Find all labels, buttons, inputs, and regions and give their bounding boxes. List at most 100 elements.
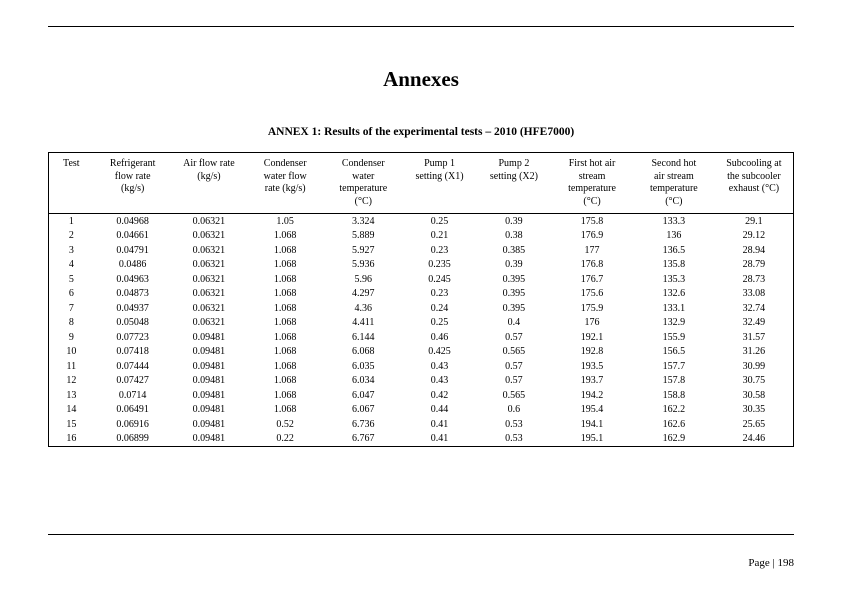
table-cell: 0.565 [477,388,551,403]
table-cell: 0.06321 [172,272,246,287]
table-cell: 135.3 [633,272,715,287]
table-cell: 32.49 [715,316,793,331]
table-cell: 0.44 [402,403,476,418]
top-rule [48,26,794,27]
table-cell: 1.068 [246,388,324,403]
table-cell: 28.79 [715,258,793,273]
table-cell: 0.22 [246,432,324,447]
table-cell: 155.9 [633,330,715,345]
table-cell: 31.26 [715,345,793,360]
table-cell: 133.1 [633,301,715,316]
table-cell: 6.035 [324,359,402,374]
table-cell: 30.99 [715,359,793,374]
table-row: 100.074180.094811.0686.0680.4250.565192.… [49,345,793,360]
table-cell: 193.5 [551,359,633,374]
table-cell: 0.04791 [94,243,172,258]
table-row: 150.069160.094810.526.7360.410.53194.116… [49,417,793,432]
table-cell: 0.05048 [94,316,172,331]
column-header: Condenserwatertemperature(°C) [324,153,402,214]
table-cell: 0.23 [402,287,476,302]
table-cell: 0.06321 [172,258,246,273]
table-cell: 9 [49,330,94,345]
table-cell: 0.395 [477,287,551,302]
table-cell: 175.9 [551,301,633,316]
table-cell: 1.068 [246,287,324,302]
table-cell: 0.4 [477,316,551,331]
table-cell: 0.41 [402,432,476,447]
table-cell: 10 [49,345,94,360]
table-row: 160.068990.094810.226.7670.410.53195.116… [49,432,793,447]
table-cell: 4 [49,258,94,273]
table-row: 50.049630.063211.0685.960.2450.395176.71… [49,272,793,287]
table-cell: 0.09481 [172,432,246,447]
column-header: Condenserwater flowrate (kg/s) [246,153,324,214]
table-cell: 12 [49,374,94,389]
table-cell: 14 [49,403,94,418]
table-cell: 0.06491 [94,403,172,418]
table-cell: 0.09481 [172,403,246,418]
table-cell: 0.09481 [172,330,246,345]
table-cell: 176.8 [551,258,633,273]
table-cell: 6.736 [324,417,402,432]
table-cell: 0.06321 [172,316,246,331]
table-cell: 132.9 [633,316,715,331]
table-cell: 13 [49,388,94,403]
table-cell: 1.068 [246,345,324,360]
bottom-rule [48,534,794,535]
table-cell: 0.07444 [94,359,172,374]
table-cell: 0.09481 [172,388,246,403]
table-cell: 0.395 [477,301,551,316]
table-cell: 175.8 [551,214,633,229]
table-cell: 6.034 [324,374,402,389]
table-cell: 28.94 [715,243,793,258]
table-row: 40.04860.063211.0685.9360.2350.39176.813… [49,258,793,273]
table-cell: 29.1 [715,214,793,229]
table-cell: 1.068 [246,316,324,331]
page-footer: Page | 198 [748,557,794,569]
table-cell: 28.73 [715,272,793,287]
table-cell: 0.0714 [94,388,172,403]
table-row: 80.050480.063211.0684.4110.250.4176132.9… [49,316,793,331]
table-cell: 136.5 [633,243,715,258]
table-cell: 0.25 [402,214,476,229]
table-cell: 24.46 [715,432,793,447]
table-cell: 1.068 [246,258,324,273]
table-cell: 162.6 [633,417,715,432]
table-cell: 0.06321 [172,287,246,302]
table-cell: 195.4 [551,403,633,418]
table-row: 10.049680.063211.053.3240.250.39175.8133… [49,214,793,229]
table-cell: 1.068 [246,272,324,287]
table-cell: 0.43 [402,374,476,389]
table-cell: 0.06321 [172,214,246,229]
table-cell: 7 [49,301,94,316]
table-row: 140.064910.094811.0686.0670.440.6195.416… [49,403,793,418]
table-cell: 0.23 [402,243,476,258]
table-cell: 133.3 [633,214,715,229]
table-cell: 0.0486 [94,258,172,273]
table-cell: 0.565 [477,345,551,360]
table-cell: 0.25 [402,316,476,331]
table-cell: 0.04963 [94,272,172,287]
table-cell: 5 [49,272,94,287]
results-table: TestRefrigerantflow rate(kg/s)Air flow r… [49,153,793,446]
table-cell: 2 [49,229,94,244]
table-cell: 192.1 [551,330,633,345]
table-cell: 0.39 [477,214,551,229]
table-cell: 0.09481 [172,374,246,389]
table-cell: 176 [551,316,633,331]
table-cell: 194.1 [551,417,633,432]
table-cell: 176.7 [551,272,633,287]
table-cell: 6.068 [324,345,402,360]
table-cell: 175.6 [551,287,633,302]
table-cell: 31.57 [715,330,793,345]
table-cell: 30.35 [715,403,793,418]
page-title: Annexes [48,67,794,92]
table-cell: 0.07723 [94,330,172,345]
column-header: Pump 2setting (X2) [477,153,551,214]
table-cell: 6 [49,287,94,302]
table-row: 70.049370.063211.0684.360.240.395175.913… [49,301,793,316]
column-header: Pump 1setting (X1) [402,153,476,214]
table-cell: 15 [49,417,94,432]
table-cell: 0.41 [402,417,476,432]
table-cell: 194.2 [551,388,633,403]
